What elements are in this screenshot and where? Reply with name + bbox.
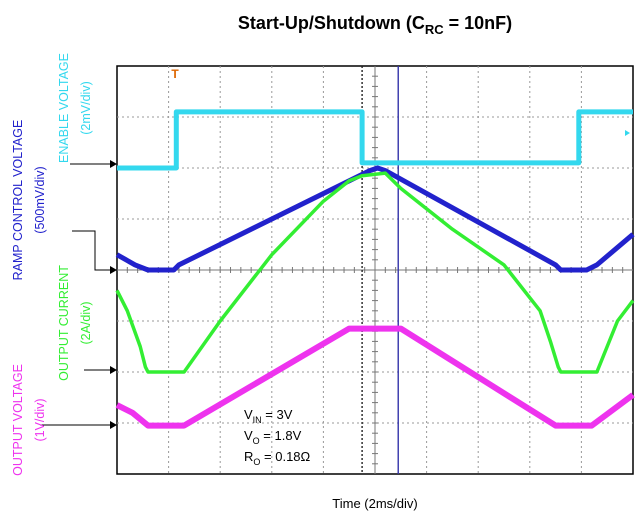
channel-scale: (2A/div) [79,301,93,344]
channel-scale: (1V/div) [33,398,47,441]
channel-marker-arrow [110,266,117,274]
trace-ramp-control-voltage [115,165,635,273]
channel-label: OUTPUT CURRENT [57,265,71,381]
x-axis-label: Time (2ms/div) [332,496,417,511]
channel-marker-arrow [110,366,117,374]
annotation-ro: RO = 0.18Ω [244,449,311,467]
channel-scale: (2mV/div) [79,81,93,134]
annotation-vin: VIN = 3V [244,407,293,425]
channel-label: ENABLE VOLTAGE [57,53,71,163]
channel-label: RAMP CONTROL VOLTAGE [11,120,25,281]
channel-labels: ENABLE VOLTAGE (2mV/div) RAMP CONTROL VOLT… [11,53,93,476]
trace-enable-voltage [117,109,633,171]
channel-marker-arrow [110,421,117,429]
channel-marker-arrow [110,160,117,168]
chart-title: Start-Up/Shutdown (CRC = 10nF) [238,13,512,37]
right-edge-indicator [625,130,630,136]
trace-output-current [115,171,635,374]
channel-scale: (500mV/div) [33,166,47,233]
trace-output-voltage [115,325,635,429]
grid [117,66,633,474]
traces [115,109,635,429]
annotation-vo: VO = 1.8V [244,428,302,446]
svg-text:T: T [171,67,179,81]
conditions-annotation: VIN = 3V VO = 1.8V RO = 0.18Ω [244,407,311,467]
trigger-marker: T [171,67,179,81]
channel-marker-line [72,230,114,271]
channel-label: OUTPUT VOLTAGE [11,364,25,476]
channel-markers [40,160,117,429]
